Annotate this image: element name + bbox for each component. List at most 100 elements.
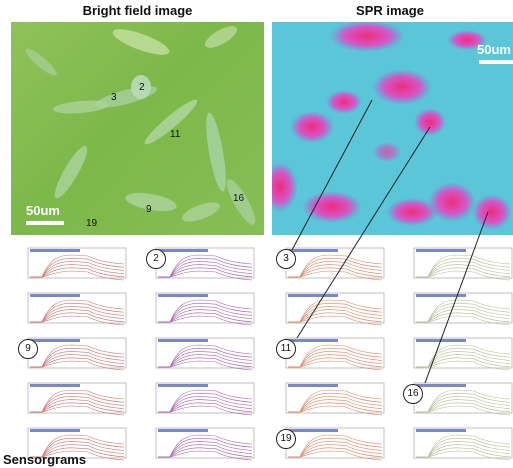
sensorgram-curve [416, 434, 511, 458]
sensorgram-tile: 2 [140, 245, 257, 284]
sensorgram-curve [288, 437, 383, 458]
sensorgram-frame [27, 292, 127, 324]
sensorgram-tile [12, 425, 129, 464]
sensorgram-tile: 11 [270, 335, 387, 374]
sensorgram-plot [413, 427, 513, 461]
cell-label-3: 3 [111, 92, 117, 103]
sensorgram-tile [12, 290, 129, 329]
sensorgram-header [158, 249, 208, 252]
sensorgram-tile [398, 290, 513, 329]
sensorgram-plot [413, 292, 513, 326]
sensorgram-curve [158, 357, 253, 368]
sensorgram-curve [158, 450, 253, 461]
sensorgram-header [30, 294, 80, 297]
sensorgram-curve [30, 357, 125, 368]
sensorgram-plot [155, 292, 255, 326]
sensorgram-curve [158, 437, 253, 458]
sensorgram-curve [158, 270, 253, 281]
sensorgram-frame [413, 427, 513, 459]
sensorgrams-title: Sensorgrams [3, 452, 87, 467]
sensorgram-curve [158, 257, 253, 278]
cell-label-2: 2 [139, 82, 145, 93]
sensorgram-header [158, 339, 208, 342]
sensorgram-header [30, 339, 80, 342]
sensorgram-circled-label: 19 [276, 429, 296, 449]
sensorgram-header [416, 294, 466, 297]
sensorgram-curve [30, 315, 125, 326]
sensorgram-circled-label: 3 [276, 249, 296, 269]
cell-label-16: 16 [233, 193, 245, 204]
sensorgram-curve [158, 302, 253, 323]
sensorgram-grid: 2 3 9 11 16 19 [0, 243, 513, 468]
sensorgram-plot [27, 337, 127, 371]
bright-field-title: Bright field image [82, 3, 193, 18]
sensorgram-header [30, 429, 80, 432]
sensorgram-curve [288, 444, 383, 458]
sensorgram-curve [30, 396, 125, 413]
sensorgram-curve [288, 441, 383, 458]
sensorgram-curve [416, 402, 511, 413]
sensorgram-tile [270, 290, 387, 329]
sensorgram-curve [30, 302, 125, 323]
sensorgram-curve [30, 402, 125, 413]
sensorgram-plot [27, 382, 127, 416]
sensorgram-tile [140, 290, 257, 329]
sensorgram-curve [158, 402, 253, 413]
sensorgram-curve [288, 389, 383, 413]
sensorgram-curve [158, 254, 253, 278]
sensorgram-plot [155, 382, 255, 416]
cell-label-9: 9 [146, 204, 152, 215]
sensorgram-curve [158, 444, 253, 458]
sensorgram-curve [158, 315, 253, 326]
sensorgram-curve [30, 347, 125, 368]
sensorgram-tile [140, 425, 257, 464]
sensorgram-curve [158, 347, 253, 368]
sensorgram-curve [30, 450, 125, 461]
sensorgram-curve [30, 264, 125, 278]
sensorgram-curve [30, 267, 125, 278]
sensorgram-curve [288, 344, 383, 368]
sensorgram-curve [30, 444, 125, 458]
cell-label-11: 11 [170, 129, 181, 140]
sensorgram-header [416, 339, 466, 342]
sensorgram-plot [413, 337, 513, 371]
sensorgram-frame [155, 292, 255, 324]
sensorgram-curve [30, 441, 125, 458]
sensorgram-header [416, 429, 466, 432]
sensorgram-circled-label: 9 [18, 339, 38, 359]
sensorgram-tile [12, 245, 129, 284]
sensorgram-tile [140, 335, 257, 374]
sensorgram-curve [288, 405, 383, 416]
sensorgram-curve [158, 312, 253, 323]
sensorgram-header [416, 249, 466, 252]
sensorgram-curve [158, 434, 253, 458]
sensorgram-curve [158, 261, 253, 278]
sensorgram-curve [288, 450, 383, 461]
sensorgram-curve [288, 434, 383, 458]
sensorgram-plot [27, 292, 127, 326]
sensorgram-header [30, 249, 80, 252]
sensorgram-circled-label: 11 [276, 339, 296, 359]
sensorgram-curve [158, 405, 253, 416]
sensorgram-header [158, 384, 208, 387]
sensorgram-frame [285, 382, 385, 414]
sensorgram-header [30, 384, 80, 387]
spr-image: 50um [272, 22, 513, 235]
sensorgram-curve [158, 360, 253, 371]
sensorgram-header [416, 384, 466, 387]
sensorgram-header [288, 429, 338, 432]
sensorgram-curve [30, 257, 125, 278]
sensorgram-tile: 16 [398, 380, 513, 419]
sensorgram-curve [288, 399, 383, 413]
sensorgram-tile [398, 425, 513, 464]
sensorgram-tile: 3 [270, 245, 387, 284]
sensorgram-circled-label: 2 [146, 249, 166, 269]
spr-scale-label: 50um [477, 42, 511, 57]
sensorgram-curve [30, 447, 125, 458]
sensorgram-curve [30, 299, 125, 323]
sensorgram-curve [30, 354, 125, 368]
sensorgram-curve [416, 405, 511, 416]
sensorgram-frame [27, 382, 127, 414]
sensorgram-tile: 9 [12, 335, 129, 374]
sensorgram-curve [158, 351, 253, 368]
